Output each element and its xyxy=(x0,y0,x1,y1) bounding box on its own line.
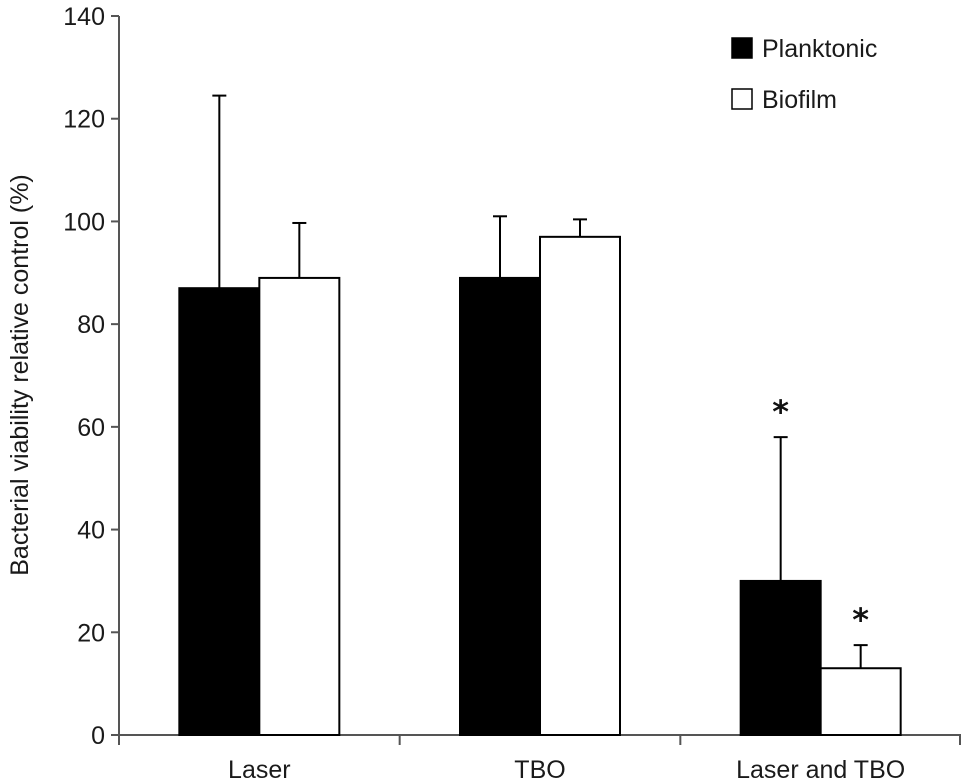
bar-planktonic-1 xyxy=(178,287,261,736)
significance-marker: * xyxy=(772,393,789,431)
y-axis: 0 20 40 60 80 100 120 140 xyxy=(63,3,120,750)
y-axis-title: Bacterial viability relative control (%) xyxy=(6,174,34,576)
significance-annotations: ** xyxy=(772,393,869,639)
legend-swatch-planktonic xyxy=(731,37,753,59)
y-tick-label: 0 xyxy=(91,722,105,750)
x-tick-label: Laser xyxy=(228,756,291,781)
error-bars xyxy=(212,94,868,669)
bar-planktonic-3 xyxy=(739,579,822,737)
legend-label-biofilm: Biofilm xyxy=(762,86,837,114)
significance-marker: * xyxy=(852,601,869,639)
y-tick-label: 140 xyxy=(63,3,105,31)
y-tick-label: 120 xyxy=(63,106,105,134)
legend-label-planktonic: Planktonic xyxy=(762,35,877,63)
y-tick-label: 40 xyxy=(77,517,105,545)
y-tick-label: 60 xyxy=(77,414,105,442)
legend: Planktonic Biofilm xyxy=(731,35,877,114)
bar-biofilm-2 xyxy=(539,235,621,736)
x-tick-label: Laser and TBO xyxy=(736,756,905,781)
y-tick-label: 20 xyxy=(77,619,105,647)
bar-biofilm-1 xyxy=(258,276,341,736)
bar-planktonic-2 xyxy=(459,276,541,736)
x-tick-label: TBO xyxy=(514,756,565,781)
bar-biofilm-3 xyxy=(819,667,902,736)
y-tick-label: 80 xyxy=(77,311,105,339)
x-axis: Laser TBO Laser and TBO xyxy=(118,734,961,781)
legend-swatch-biofilm xyxy=(731,88,753,110)
y-tick-label: 100 xyxy=(63,208,105,236)
bars xyxy=(178,235,902,737)
